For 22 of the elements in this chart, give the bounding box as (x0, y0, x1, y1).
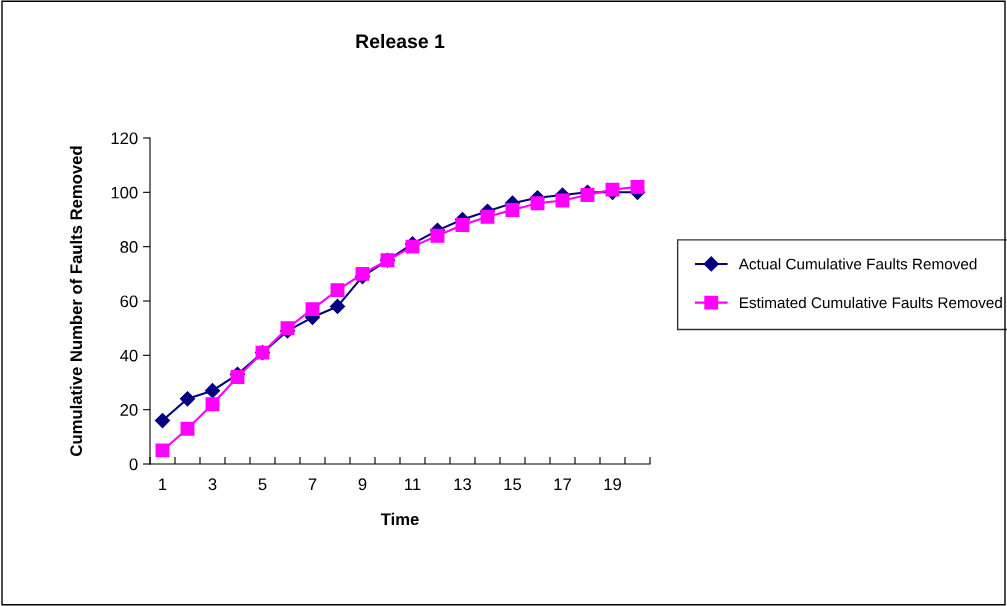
y-tick-label: 120 (111, 132, 138, 145)
x-tick-label: 13 (454, 478, 472, 491)
y-tick-label: 60 (120, 295, 138, 308)
x-tick-label: 5 (258, 478, 267, 491)
x-tick-label: 9 (358, 478, 367, 491)
x-axis-title: Time (380, 512, 419, 526)
legend-label: Actual Cumulative Faults Removed (738, 258, 977, 270)
y-tick-label: 40 (120, 349, 138, 362)
y-tick-label: 100 (111, 186, 138, 199)
x-tick-label: 15 (504, 478, 522, 491)
x-tick-label: 7 (308, 478, 317, 490)
legend-label: Estimated Cumulative Faults Removed (740, 296, 1002, 309)
x-tick-label: 1 (159, 478, 167, 490)
x-tick-label: 17 (554, 478, 571, 490)
x-tick-label: 3 (208, 478, 217, 491)
chart-title: Release 1 (356, 33, 445, 49)
x-tick-label: 11 (405, 478, 421, 490)
y-tick-label: 80 (120, 241, 138, 253)
x-tick-label: 19 (604, 478, 621, 491)
y-tick-label: 20 (120, 404, 138, 416)
y-axis-title: Cumulative Number of Faults Removed (69, 146, 83, 456)
y-tick-label: 0 (129, 458, 138, 471)
